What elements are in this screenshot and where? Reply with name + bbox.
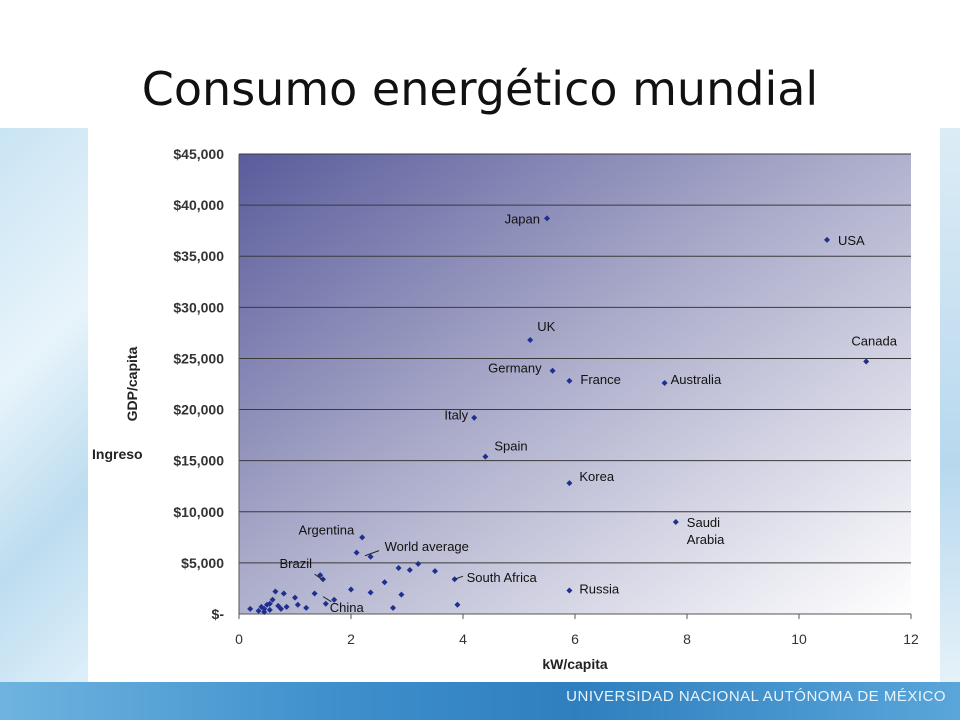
gridlines <box>239 153 911 564</box>
point-label-world-average-leader <box>364 550 380 557</box>
data-point-argentina <box>359 534 366 541</box>
data-point-china <box>322 600 329 607</box>
data-point-uk <box>527 337 534 344</box>
point-label-canada: Canada <box>851 334 897 349</box>
ingreso-label: Ingreso <box>92 446 143 462</box>
data-point-france <box>566 377 573 384</box>
data-point <box>303 604 310 611</box>
data-point-brazil <box>320 576 326 583</box>
point-label-australia: Australia <box>671 372 722 387</box>
data-point <box>269 596 276 603</box>
point-label-south-africa: South Africa <box>467 570 538 585</box>
point-label-world-average: World average <box>385 539 469 554</box>
data-point-saudi-arabia <box>672 519 679 525</box>
x-tick-label: 4 <box>459 631 467 647</box>
data-point <box>367 589 374 596</box>
data-point-russia <box>566 587 573 594</box>
data-point <box>292 594 298 601</box>
decorative-background-right <box>940 128 960 688</box>
data-point <box>261 608 268 615</box>
data-point <box>278 605 284 612</box>
data-point <box>261 605 268 612</box>
x-tick-label: 12 <box>903 631 919 647</box>
point-label-france: France <box>580 372 620 387</box>
point-label-uk: UK <box>537 319 555 334</box>
data-point <box>294 601 301 608</box>
point-label-china: China <box>330 600 365 615</box>
data-point-world-average <box>367 553 374 560</box>
x-tick-label: 0 <box>235 631 243 647</box>
data-point-germany <box>549 367 556 374</box>
data-point <box>390 604 396 611</box>
data-point <box>395 565 402 571</box>
data-point <box>311 590 318 597</box>
x-tick-labels: 0 2 4 6 8 10 12 <box>235 614 919 647</box>
point-label-brazil-leader <box>314 573 324 581</box>
point-label-japan: Japan <box>505 211 540 226</box>
data-point <box>255 607 262 614</box>
data-point-usa <box>824 236 830 243</box>
decorative-background-left <box>0 128 88 688</box>
y-tick-label: $20,000 <box>173 402 224 418</box>
x-tick-label: 10 <box>791 631 807 647</box>
point-label-south-africa-leader <box>454 575 464 580</box>
plot-area <box>239 154 911 614</box>
data-point-korea <box>566 480 573 487</box>
data-point-australia <box>661 379 668 386</box>
point-label-spain: Spain <box>494 439 527 454</box>
data-point <box>272 588 279 595</box>
y-tick-label: $35,000 <box>173 248 224 264</box>
point-label-brazil: Brazil <box>279 556 312 571</box>
data-point <box>406 567 413 574</box>
data-point <box>432 568 438 575</box>
y-tick-label: $40,000 <box>173 197 224 213</box>
y-tick-labels: $- $5,000 $10,000 $15,000 $20,000 $25,000 $30,… <box>173 146 224 622</box>
x-tick-label: 6 <box>571 631 579 647</box>
data-point-canada <box>863 358 870 365</box>
y-tick-label: $25,000 <box>173 350 224 366</box>
y-tick-label: $5,000 <box>181 555 224 571</box>
data-point <box>247 605 254 612</box>
point-label-argentina: Argentina <box>299 522 355 537</box>
leader-lines <box>314 550 464 603</box>
point-label-russia: Russia <box>579 581 620 596</box>
data-point <box>283 603 290 610</box>
x-tick-label: 2 <box>347 631 355 647</box>
point-label-saudi-arabia: Saudi Arabia <box>687 515 725 547</box>
data-point-japan <box>544 215 550 222</box>
data-point <box>381 579 388 586</box>
data-point <box>353 549 360 556</box>
data-point <box>454 601 461 608</box>
data-point-spain <box>482 453 489 460</box>
ingreso-overlay: Ingreso <box>88 440 154 524</box>
slide-title: Consumo energético mundial <box>141 62 819 116</box>
y-axis-label: GDP/capita <box>124 346 140 421</box>
point-label-china-leader <box>322 596 332 603</box>
footer-band <box>0 682 960 720</box>
y-tick-label: $- <box>212 606 225 622</box>
y-tick-label: $15,000 <box>173 453 224 469</box>
data-point <box>266 600 273 607</box>
data-point <box>266 606 273 613</box>
y-tick-label: $45,000 <box>173 146 224 162</box>
footer-university-name: UNIVERSIDAD NACIONAL AUTÓNOMA DE MÉXICO <box>566 688 946 705</box>
y-tick-label: $10,000 <box>173 504 224 520</box>
point-labels: Japan USA UK Canada Germany France Australia It… <box>279 211 897 614</box>
point-label-usa: USA <box>838 233 865 248</box>
point-label-italy: Italy <box>444 408 468 423</box>
data-point <box>331 596 338 603</box>
x-tick-label: 8 <box>683 631 691 647</box>
data-point <box>280 590 287 597</box>
y-tick-label: $30,000 <box>173 299 224 315</box>
data-point <box>415 560 422 567</box>
data-point-italy <box>471 414 478 421</box>
point-label-korea: Korea <box>579 469 614 484</box>
data-points <box>247 215 870 615</box>
x-axis-label: kW/capita <box>542 656 608 672</box>
point-label-germany: Germany <box>488 361 542 376</box>
data-point <box>398 591 405 598</box>
data-point <box>348 586 354 593</box>
